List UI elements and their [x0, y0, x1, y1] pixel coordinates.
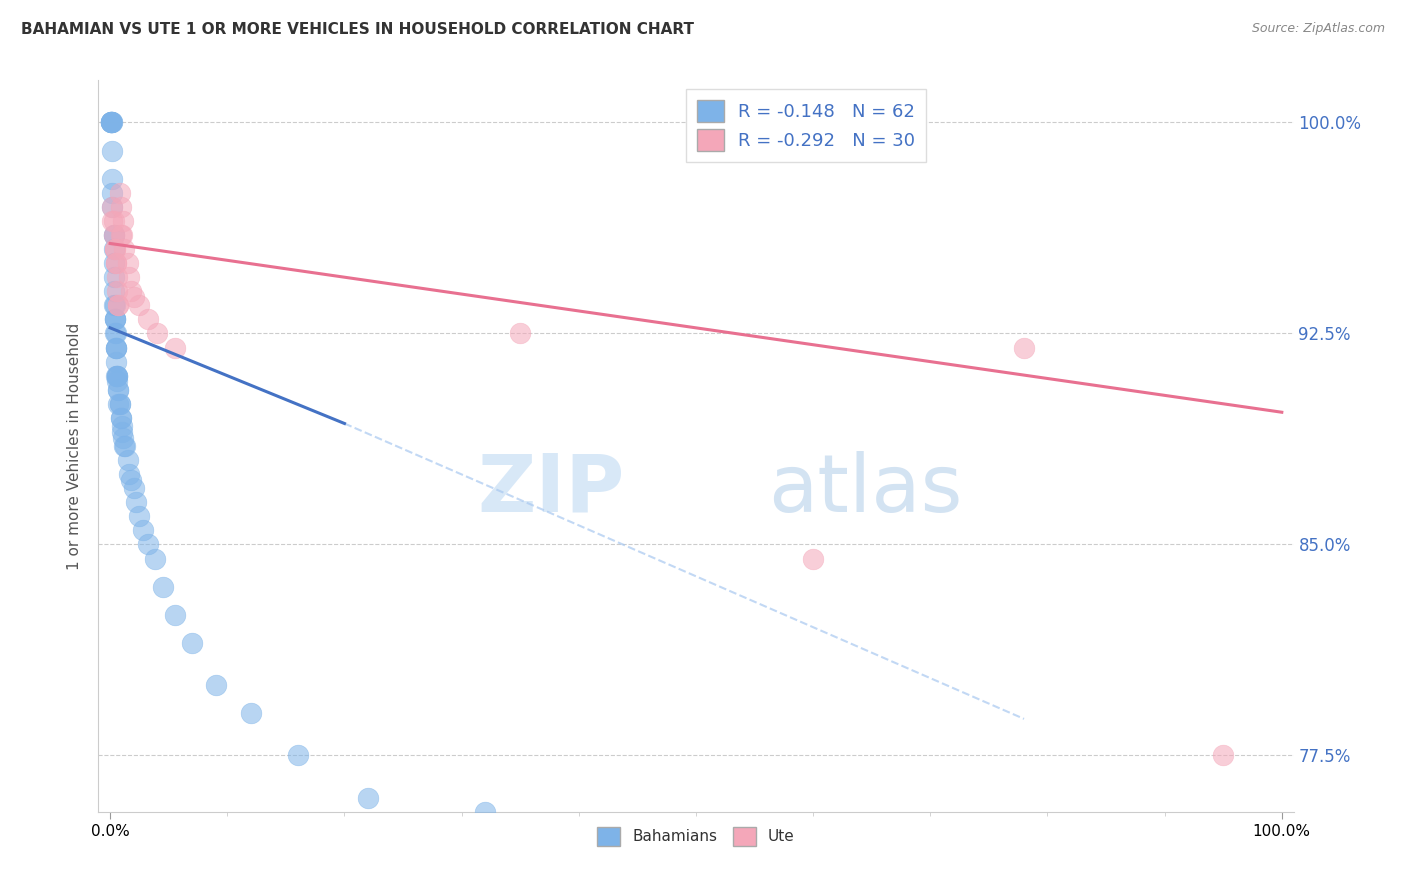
Point [101, 144, 124, 158]
Point [105, 256, 128, 270]
Point [100, 115, 122, 129]
Point [105, 341, 128, 355]
Point [104, 242, 127, 256]
Point [111, 227, 134, 242]
Point [143, 551, 166, 566]
Point [1012, 341, 1035, 355]
Point [107, 298, 129, 312]
Point [117, 453, 139, 467]
Point [125, 495, 148, 509]
Text: ZIP: ZIP [477, 450, 624, 529]
Point [1212, 748, 1234, 763]
Legend: Bahamians, Ute: Bahamians, Ute [591, 821, 801, 852]
Point [239, 706, 262, 721]
Point [101, 171, 124, 186]
Point [100, 115, 122, 129]
Point [105, 368, 128, 383]
Point [136, 537, 159, 551]
Point [107, 397, 129, 411]
Point [105, 256, 128, 270]
Point [104, 312, 127, 326]
Point [105, 368, 128, 383]
Point [101, 186, 124, 200]
Point [163, 607, 186, 622]
Point [104, 312, 127, 326]
Point [105, 341, 128, 355]
Point [104, 312, 127, 326]
Point [111, 419, 134, 434]
Point [132, 524, 155, 538]
Point [103, 214, 125, 228]
Point [101, 115, 124, 129]
Point [128, 298, 150, 312]
Y-axis label: 1 or more Vehicles in Household: 1 or more Vehicles in Household [67, 322, 83, 570]
Point [163, 341, 186, 355]
Point [107, 383, 129, 397]
Point [104, 242, 127, 256]
Point [112, 242, 135, 256]
Point [152, 580, 174, 594]
Point [108, 397, 131, 411]
Point [122, 481, 145, 495]
Point [509, 326, 531, 341]
Point [105, 354, 128, 368]
Point [110, 410, 132, 425]
Text: Source: ZipAtlas.com: Source: ZipAtlas.com [1251, 22, 1385, 36]
Point [103, 242, 125, 256]
Point [105, 368, 128, 383]
Point [103, 285, 125, 299]
Point [120, 285, 142, 299]
Text: atlas: atlas [768, 450, 962, 529]
Point [101, 200, 124, 214]
Point [128, 509, 150, 524]
Point [117, 256, 139, 270]
Point [118, 270, 141, 285]
Point [100, 115, 122, 129]
Point [105, 341, 128, 355]
Point [105, 326, 128, 341]
Point [474, 805, 496, 819]
Point [105, 368, 128, 383]
Point [110, 227, 132, 242]
Point [287, 748, 309, 763]
Point [103, 227, 125, 242]
Point [103, 256, 125, 270]
Point [204, 678, 226, 692]
Point [118, 467, 141, 482]
Point [104, 326, 127, 341]
Point [100, 115, 122, 129]
Point [101, 214, 124, 228]
Point [103, 227, 125, 242]
Point [103, 227, 125, 242]
Point [103, 270, 125, 285]
Point [112, 214, 135, 228]
Point [111, 425, 134, 439]
Point [110, 410, 132, 425]
Text: BAHAMIAN VS UTE 1 OR MORE VEHICLES IN HOUSEHOLD CORRELATION CHART: BAHAMIAN VS UTE 1 OR MORE VEHICLES IN HO… [21, 22, 695, 37]
Point [104, 298, 127, 312]
Point [112, 439, 135, 453]
Point [146, 326, 169, 341]
Point [122, 290, 145, 304]
Point [107, 383, 129, 397]
Point [105, 374, 128, 388]
Point [107, 298, 129, 312]
Point [100, 115, 122, 129]
Point [114, 439, 136, 453]
Point [108, 186, 131, 200]
Point [120, 473, 142, 487]
Point [181, 636, 204, 650]
Point [105, 270, 128, 285]
Point [108, 397, 131, 411]
Point [105, 285, 128, 299]
Point [357, 790, 380, 805]
Point [136, 312, 159, 326]
Point [112, 431, 135, 445]
Point [110, 200, 132, 214]
Point [103, 298, 125, 312]
Point [801, 551, 824, 566]
Point [101, 200, 124, 214]
Point [101, 115, 124, 129]
